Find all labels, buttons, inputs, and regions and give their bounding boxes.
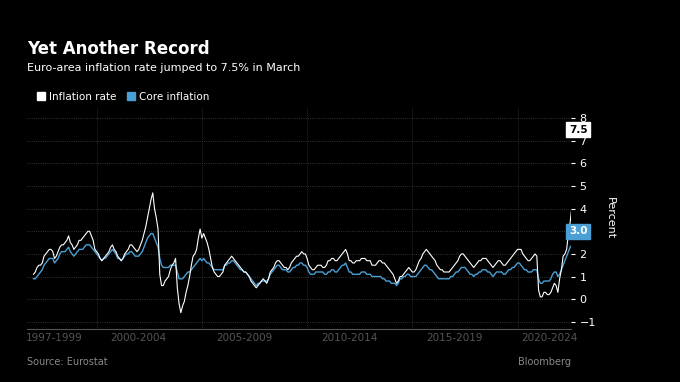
Text: Bloomberg: Bloomberg bbox=[518, 357, 571, 367]
Legend: Inflation rate, Core inflation: Inflation rate, Core inflation bbox=[33, 88, 214, 106]
Y-axis label: Percent: Percent bbox=[605, 197, 615, 239]
Text: Source: Eurostat: Source: Eurostat bbox=[27, 357, 108, 367]
Text: 7.5: 7.5 bbox=[569, 125, 588, 134]
Text: Euro-area inflation rate jumped to 7.5% in March: Euro-area inflation rate jumped to 7.5% … bbox=[27, 63, 301, 73]
Text: 3.0: 3.0 bbox=[569, 226, 588, 236]
Text: Yet Another Record: Yet Another Record bbox=[27, 40, 210, 58]
